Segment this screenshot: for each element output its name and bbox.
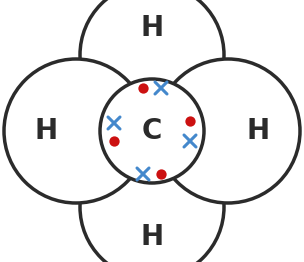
Point	[188, 119, 192, 123]
Circle shape	[80, 0, 224, 127]
Text: H: H	[247, 117, 270, 145]
Point	[140, 86, 145, 90]
Circle shape	[80, 135, 224, 262]
Circle shape	[156, 59, 300, 203]
Text: H: H	[34, 117, 57, 145]
Point	[159, 172, 164, 176]
Point	[112, 139, 116, 143]
Text: H: H	[140, 14, 164, 42]
Text: C: C	[142, 117, 162, 145]
Circle shape	[100, 79, 204, 183]
Text: H: H	[140, 223, 164, 251]
Circle shape	[4, 59, 148, 203]
